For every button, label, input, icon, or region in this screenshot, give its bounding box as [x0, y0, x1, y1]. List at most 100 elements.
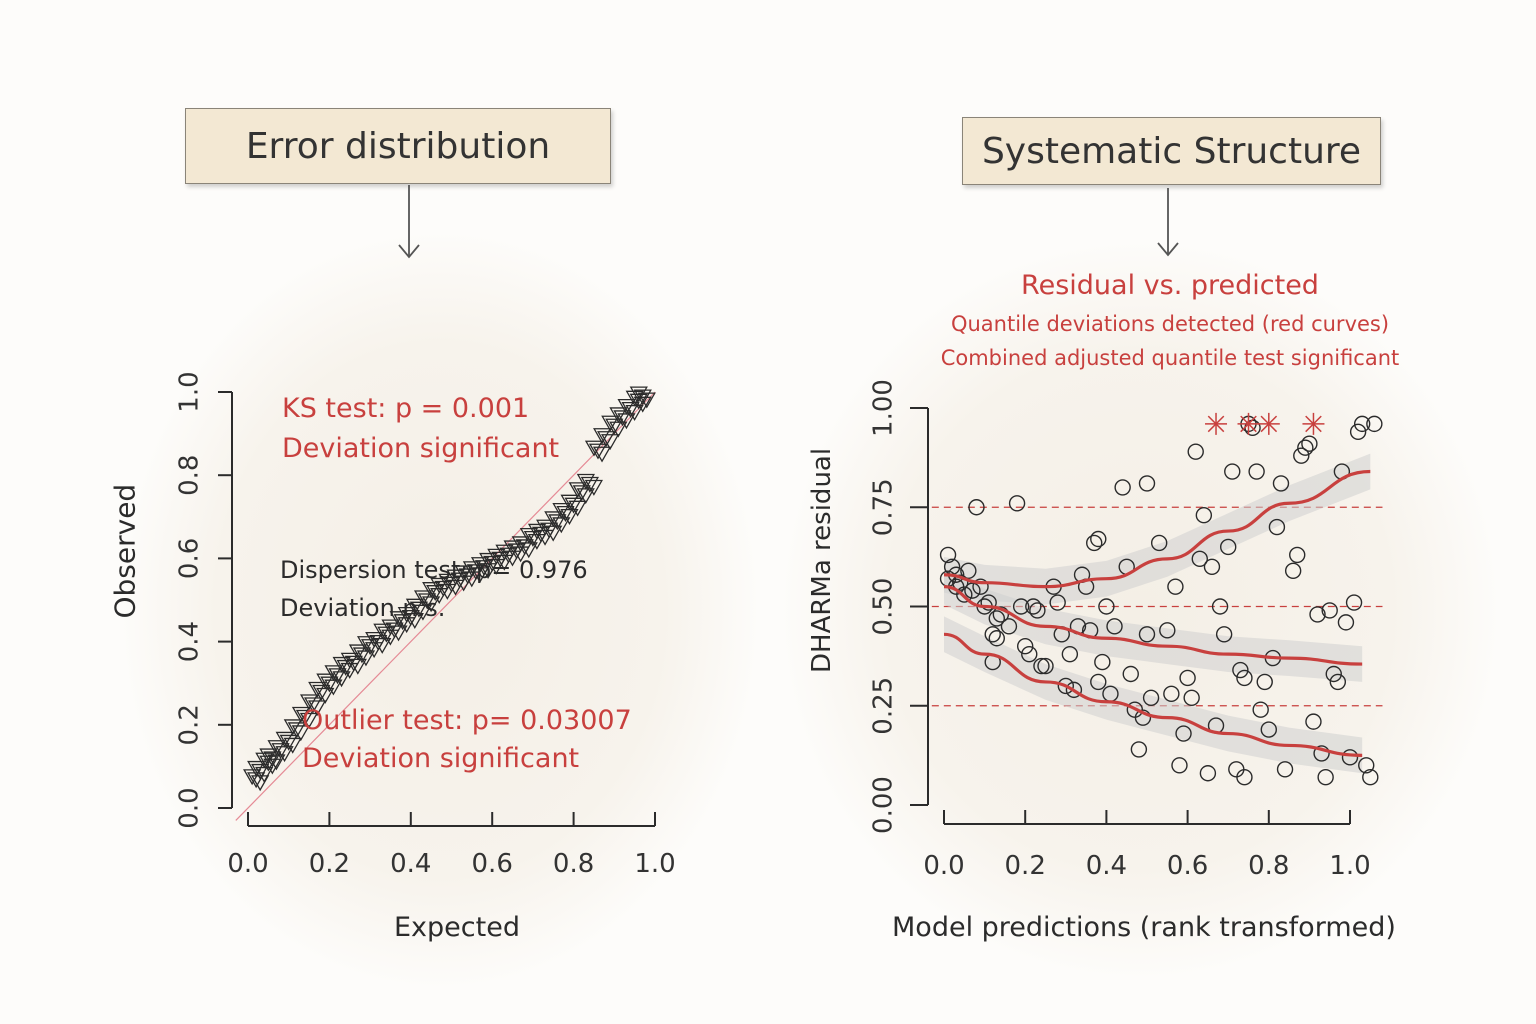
residual-point [968, 499, 985, 516]
residual-point [1086, 534, 1103, 552]
residual-point [1000, 618, 1018, 635]
qq-point-triangle [271, 743, 290, 760]
right-y-tick-label: 0.50 [869, 578, 899, 636]
residual-point [1012, 598, 1030, 615]
residual-point [1138, 626, 1156, 643]
qq-point-triangle [621, 401, 640, 418]
outlier-star-icon [1205, 412, 1228, 435]
qq-point-triangle [283, 737, 302, 754]
residual-point [1224, 463, 1241, 480]
qq-point-triangle [511, 536, 530, 553]
right-subtitle-3: Combined adjusted quantile test signific… [940, 346, 1400, 370]
residual-point [980, 594, 997, 611]
residual-point [1289, 546, 1306, 564]
left-x-tick-label: 0.4 [390, 849, 431, 879]
residual-point [939, 546, 957, 564]
residual-point [1268, 518, 1286, 536]
left-y-tick-label: 0.8 [175, 455, 205, 496]
residual-point [1142, 689, 1160, 707]
residual-point [1130, 741, 1148, 758]
qq-point-triangle [287, 722, 306, 739]
qq-point-triangle [548, 514, 567, 531]
left-y-tick-label: 0.4 [175, 621, 205, 662]
right-title: Systematic Structure [981, 130, 1362, 172]
left-x-tick-label: 0.2 [309, 849, 350, 879]
residual-point [1065, 681, 1083, 699]
residual-point [964, 582, 981, 599]
outlier-star-stroke [1207, 415, 1225, 433]
quantile-curve-0.5 [943, 585, 1363, 666]
qq-point-triangle [291, 725, 310, 742]
qq-point-triangle [430, 577, 449, 594]
qq-point-triangle [263, 758, 282, 775]
residual-point [988, 610, 1005, 627]
qq-point-triangle [613, 410, 632, 427]
outlier-star-icon [1302, 412, 1325, 435]
qq-point-triangle [259, 748, 278, 765]
residual-point [1284, 562, 1302, 579]
qq-point-triangle [417, 593, 437, 610]
qq-point-triangle [401, 609, 420, 626]
qq-point-triangle [283, 719, 302, 736]
right-x-tick-label: 0.6 [1167, 851, 1208, 881]
residual-point [1191, 550, 1208, 568]
residual-point [1337, 614, 1355, 631]
residual-point [1362, 769, 1379, 786]
residual-point [1297, 439, 1314, 456]
qq-point-triangle [267, 740, 286, 757]
right-x-tick-label: 0.2 [1005, 851, 1046, 881]
qq-point-triangle [413, 590, 433, 607]
residual-point [1179, 669, 1196, 687]
residual-point [1134, 709, 1152, 726]
qq-point-triangle [328, 668, 347, 685]
confidence-band [944, 453, 1371, 605]
qq-point-triangle [617, 398, 636, 415]
residual-point [1037, 657, 1054, 675]
residual-point [1305, 713, 1322, 730]
left-x-axis-label: Expected [394, 912, 520, 943]
qq-point-triangle [299, 712, 319, 729]
residual-point [1358, 757, 1375, 774]
qq-point-triangle [560, 494, 579, 511]
qq-point-triangle [352, 647, 372, 664]
residual-point [1256, 673, 1273, 691]
qq-point-triangle [385, 622, 404, 639]
qq-point-triangle [243, 769, 262, 786]
qq-point-triangle [629, 386, 648, 403]
outlier-star-stroke [1260, 415, 1278, 433]
residual-point [1199, 765, 1217, 782]
qq-point-triangle [584, 479, 604, 496]
left-x-tick-label: 1.0 [634, 849, 675, 879]
residual-point [1272, 475, 1290, 492]
residual-point [988, 630, 1005, 647]
qq-point-triangle [356, 636, 376, 653]
residual-point [1309, 606, 1326, 623]
qq-point-triangle [389, 611, 408, 628]
qq-point-triangle [454, 565, 473, 582]
qq-point-triangle [584, 440, 604, 457]
residual-point [1341, 749, 1359, 766]
qq-point-triangle [344, 655, 363, 672]
qq-point-triangle [320, 676, 339, 693]
residual-point [1317, 769, 1334, 786]
left-y-tick-label: 0.2 [175, 704, 205, 745]
qq-point-triangle [316, 673, 335, 690]
qq-point-triangle [446, 569, 465, 586]
residual-point [1215, 626, 1233, 643]
qq-point-triangle [576, 473, 596, 490]
outlier-star-icon [1237, 412, 1260, 435]
residual-point [1175, 725, 1192, 742]
qq-point-triangle [515, 539, 534, 556]
residual-point [1276, 761, 1294, 778]
outlier-star-stroke [1240, 415, 1257, 433]
residual-point [1260, 721, 1278, 738]
residual-point [1106, 618, 1123, 635]
residual-point [1163, 685, 1180, 703]
residual-point [956, 586, 973, 603]
residual-point [1325, 665, 1342, 683]
outlier-star-stroke [1305, 415, 1322, 433]
residual-point [1248, 463, 1265, 480]
residual-point [1349, 423, 1367, 441]
right-background-blob [780, 240, 1500, 980]
